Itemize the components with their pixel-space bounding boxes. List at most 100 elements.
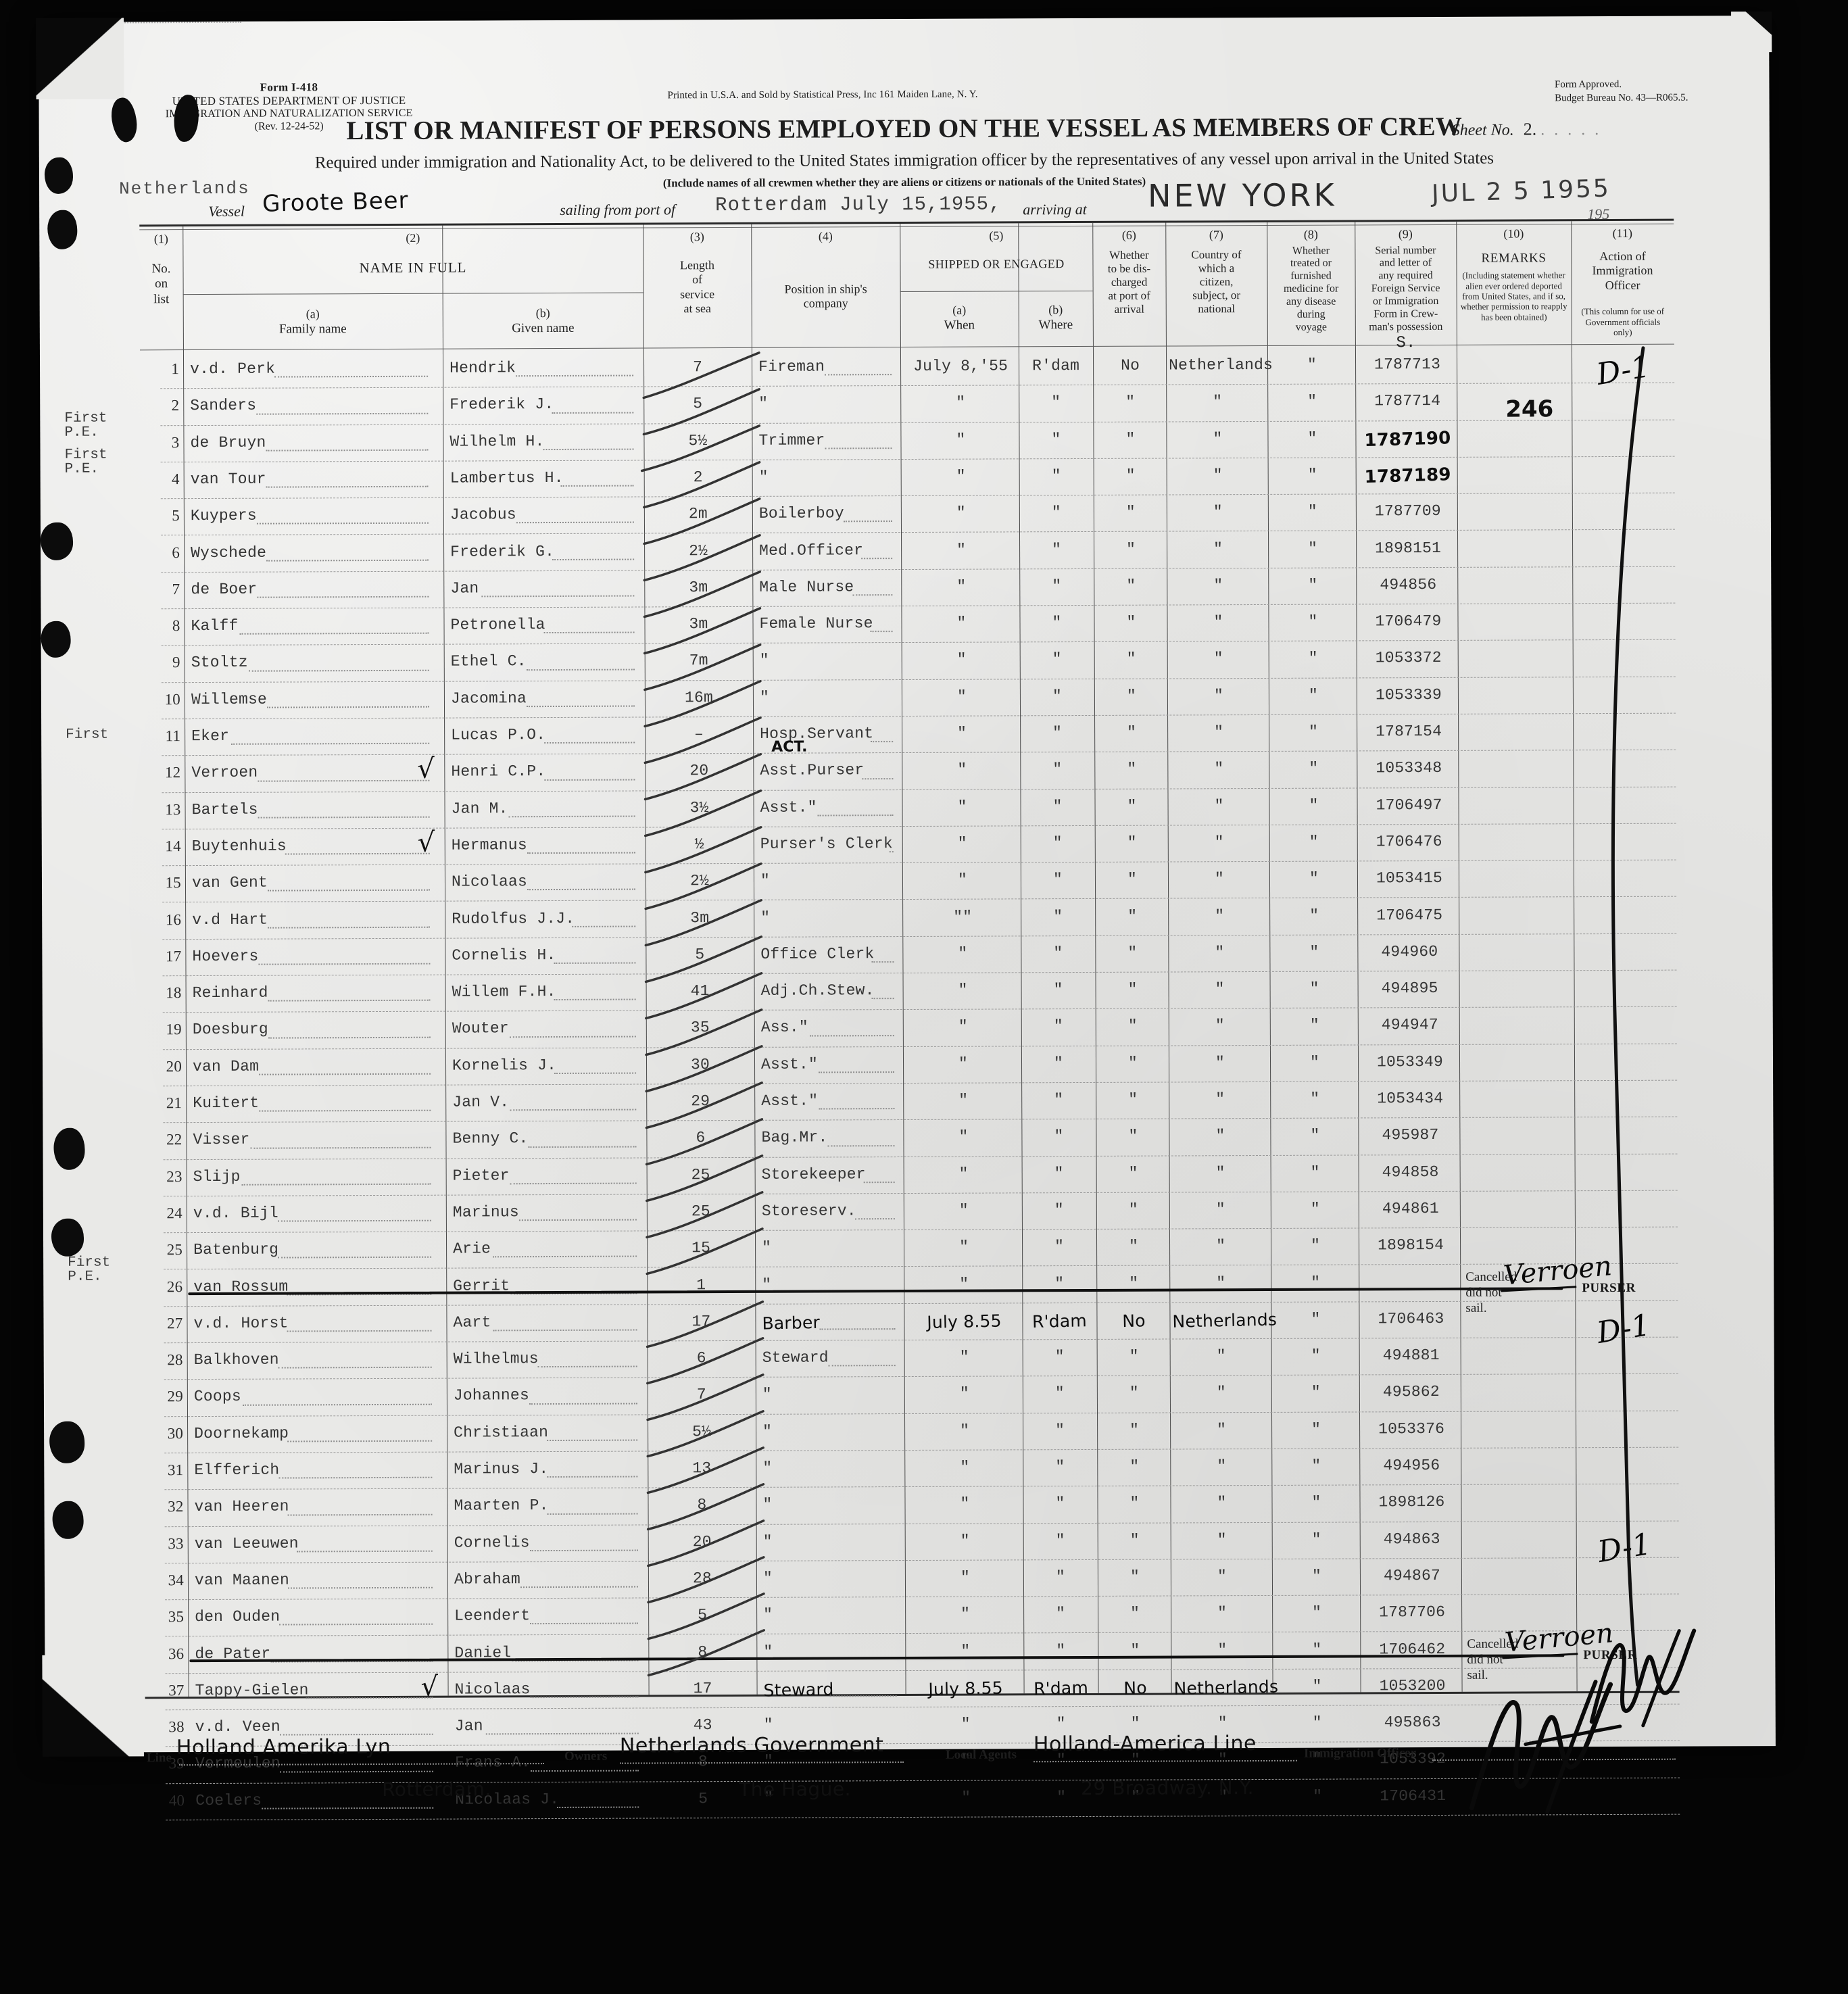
table-row[interactable]: 29 Coops Johannes 7 " " " " " " 495862 [144,1374,1679,1417]
col-2-number: (2) [406,230,420,245]
table-row[interactable]: 9 Stoltz Ethel C. 7m " " " " " " 1053372 [141,640,1676,683]
cell-position: Trimmer [758,431,825,449]
cell-leader-dots [529,1403,637,1405]
cell-discharged: " [1125,503,1136,521]
table-row[interactable]: 37 Tappy-Gielen Nicolaas 17 Steward July 8.55… [145,1668,1680,1711]
crew-manifest-table: (1) No. on list (2) NAME IN FULL (a) Fam… [64,218,1697,1821]
table-row[interactable]: 26 van Rossum Gerrit 1 " " " " " " First P.E. Cance… [68,1250,1678,1315]
cell-serial: 1787713 [1373,355,1441,374]
cell-when: " [957,798,967,816]
table-row[interactable]: 10 Willemse Jacomina 16m " " " " " " 1053339 [141,677,1676,720]
table-row[interactable]: 23 Slijp Pieter 25 Storekeeper " " " " " 494858 [143,1154,1678,1197]
cell-serial: 1787709 [1374,502,1441,520]
cell-no: 26 [166,1278,183,1295]
header-col-10: (10) REMARKS (Including statement whethe… [1456,226,1572,322]
shipped-split-rule [900,290,1093,293]
cell-leader-dots [871,961,894,963]
table-row[interactable]: 7 de Boer Jan 3m Male Nurse " " " " " 494856 [141,566,1676,610]
table-row[interactable]: 20 van Dam Kornelis J. 30 Asst." " " " " " 1053349 [143,1044,1678,1087]
cell-medicine: " [1311,1420,1321,1438]
cell-discharged: " [1127,723,1137,741]
table-row[interactable]: 12 Verroen Henri C.P. 20 Asst.Purser " " " " " 105… [141,739,1676,793]
cell-no: 8 [172,617,180,635]
table-row[interactable]: 33 van Leeuwen Cornelis 20 " " " " " " 494863 [145,1521,1679,1564]
table-row[interactable]: 36 de Pater Daniel 8 " " " " " " 1706462 Cancelled … [145,1618,1680,1682]
cell-position: " [760,871,771,890]
cell-when: " [956,541,967,559]
table-row[interactable]: 30 Doornekamp Christiaan 5½ " " " " " " 1053376 [144,1411,1679,1454]
cell-position: " [762,1496,773,1514]
cell-given: Kornelis J. [452,1056,557,1075]
cell-leader-dots [817,814,894,817]
table-row[interactable]: 15 van Gent Nicolaas 2½ " " " " " " 1053415 [142,860,1677,903]
table-row[interactable]: 3 de Bruyn Wilhelm H. 5½ Trimmer " " " " " 1787190… [64,410,1675,463]
cell-position: Ass." [760,1018,808,1037]
table-row[interactable]: 22 Visser Benny C. 6 Bag.Mr. " " " " " 495987 [143,1117,1678,1160]
cell-leader-dots [266,559,429,562]
cell-leader-dots [257,595,429,598]
col-1-number: (1) [153,232,168,246]
cell-discharged: " [1128,1200,1138,1219]
table-row[interactable]: 24 v.d. Bijl Marinus 25 Storeserv. " " " " " 49486… [143,1191,1678,1234]
table-row[interactable]: 8 Kalff Petronella 3m Female Nurse " " " " " 17064… [141,604,1676,646]
table-row[interactable]: 28 Balkhoven Wilhelmus 6 Steward " " " " " 494881 [144,1338,1678,1380]
table-row[interactable]: 34 van Maanen Abraham 28 " " " " " " 494867 [145,1558,1680,1601]
owners-field-rule [619,1761,904,1764]
cell-medicine: " [1308,612,1318,631]
table-row[interactable]: 32 van Heeren Maarten P. 8 " " " " " " 1898126 [144,1484,1679,1527]
table-row[interactable]: 19 Doesburg Wouter 35 Ass." " " " " " 494947 [143,1007,1677,1050]
cell-country: " [1213,503,1223,521]
cell-medicine: " [1311,1530,1321,1549]
cell-leader-dots [527,889,636,891]
header-col-11: (11) Action of Immigration Officer (This… [1571,226,1674,338]
cell-given: Lucas P.O. [451,726,546,744]
cell-when: " [958,944,968,963]
table-row[interactable]: 14 Buytenhuis Hermanus ½ Purser's Clerk " " " " "… [142,824,1676,867]
cell-where: " [1052,834,1063,852]
table-row[interactable]: 2 Sanders Frederik J. 5 " " " " " " 1787714 [140,383,1675,426]
cell-leader-dots [819,1108,895,1110]
cell-serial: 1898154 [1377,1236,1444,1255]
table-body: 1 v.d. Perk Hendrik 7 Fireman July 8,'55 R'dam… [64,221,1680,1821]
table-row[interactable]: 6 Wyschede Frederik G. 2½ Med.Officer " " " " " 18… [141,530,1676,573]
cell-medicine: " [1309,833,1319,851]
cell-leader-dots [481,595,635,598]
table-row[interactable]: 1 v.d. Perk Hendrik 7 Fireman July 8,'55 R'dam… [140,347,1675,389]
table-row[interactable]: 31 Elfferich Marinus J. 13 " " " " " " 494956 [144,1448,1679,1490]
cell-no: 11 [165,727,181,745]
table-row[interactable]: 35 den Ouden Leendert 5 " " " " " " 1787706 [145,1595,1680,1637]
cell-country: " [1213,539,1223,558]
cell-leader-dots [529,1623,639,1625]
cell-serial: 1053372 [1375,649,1442,667]
table-row[interactable]: 21 Kuitert Jan V. 29 Asst." " " " " " 1053434 [143,1081,1678,1123]
table-row[interactable]: 4 van Tour Lambertus H. 2 " " " " " " 1787189 First… [65,447,1675,500]
col-11-title: Action of Immigration Officer [1592,249,1653,292]
table-row[interactable]: 27 v.d. Horst Aart 17 Barber July 8.55 R'dam No… [143,1300,1678,1344]
table-row[interactable]: 17 Hoevers Cornelis H. 5 Office Clerk " " " " " 49… [142,933,1677,977]
table-row[interactable]: 13 Bartels Jan M. 3½ Asst." " " " " " 1706497 [141,787,1676,830]
cell-leader-dots [242,1403,432,1406]
footer-signature-block: Line Holland Amerika Lyn Rotterdam. Owne… [147,1680,1695,1827]
cell-given: Maarten P. [454,1497,549,1515]
cell-medicine: " [1308,650,1318,668]
cell-where: " [1052,724,1063,742]
cell-leader-dots [306,1697,433,1699]
cell-serial: 495987 [1382,1126,1439,1144]
cell-no: 19 [166,1021,182,1038]
cell-medicine: " [1309,796,1319,814]
table-row[interactable]: 16 v.d Hart Rudolfus J.J. 3m " "" " " " " 1706475 [142,897,1677,940]
cell-leader-dots [544,741,635,744]
table-row[interactable]: 18 Reinhard Willem F.H. 41 Adj.Ch.Stew. " " " " "… [143,971,1677,1013]
cell-discharged: " [1126,650,1136,668]
table-row[interactable]: 25 Batenburg Arie 15 " " " " " " 1898154 [143,1227,1678,1270]
cell-given: Henri C.P. [451,762,546,781]
cell-position: " [762,1569,773,1587]
name-split-rule-b [442,292,643,294]
col-9-number: (9) [1398,227,1413,241]
cell-given: Christiaan [454,1423,549,1442]
header-col-2a: (a) Family name [183,307,443,338]
cell-position: Storekeeper [761,1165,866,1184]
cell-position: " [762,1422,773,1440]
table-row[interactable]: 11 Eker Lucas P.O. – Hosp.Servant " " " " " 178715… [66,714,1676,756]
table-row[interactable]: 5 Kuypers Jacobus 2m Boilerboy " " " " " 1787709 [141,493,1675,536]
